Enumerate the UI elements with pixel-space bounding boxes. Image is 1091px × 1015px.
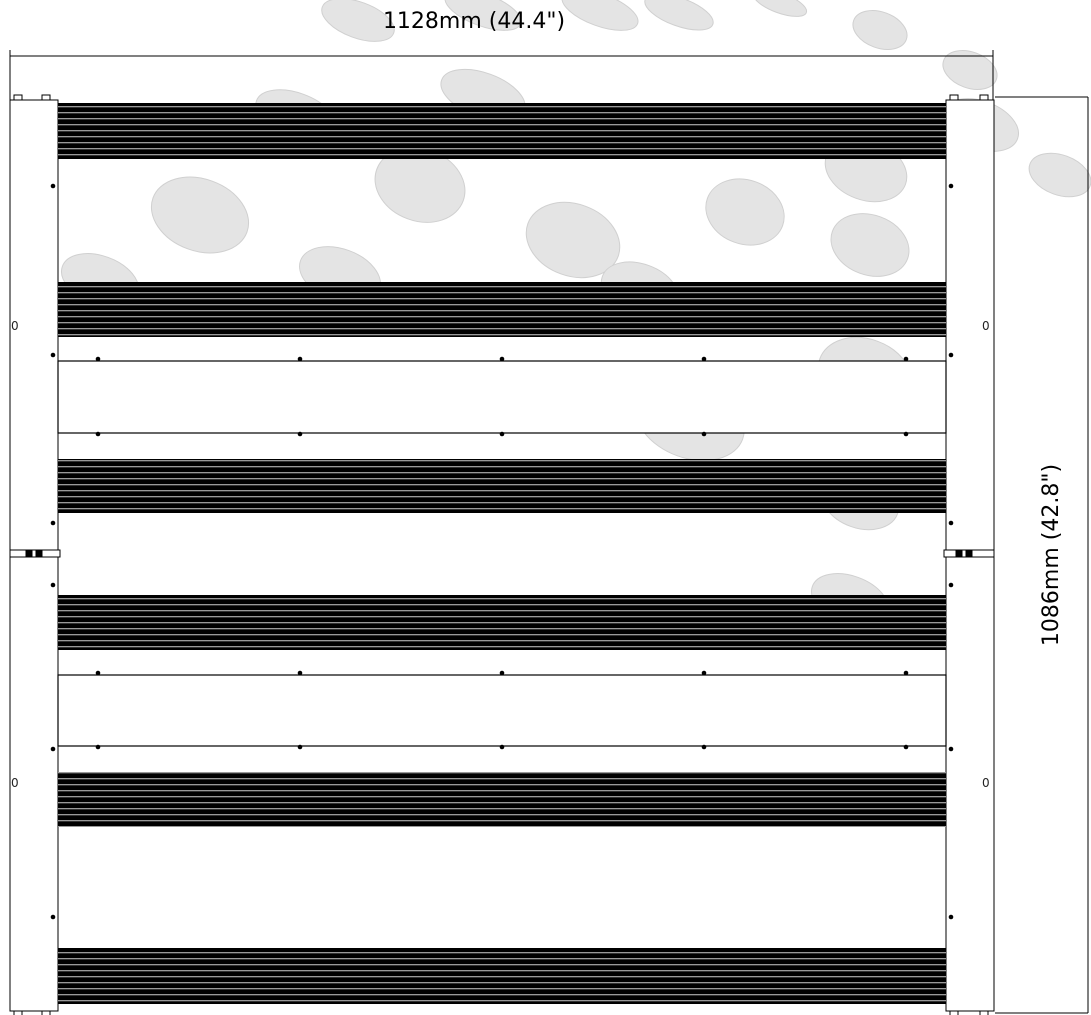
watermark-blob bbox=[150, 176, 250, 254]
mounting-dot bbox=[903, 744, 909, 750]
mounting-dot bbox=[499, 744, 505, 750]
watermark-blob bbox=[321, 0, 395, 42]
mounting-dot bbox=[903, 670, 909, 676]
mounting-dot bbox=[297, 744, 303, 750]
mounting-dot bbox=[50, 746, 56, 752]
mounting-dot bbox=[95, 744, 101, 750]
watermark-blob bbox=[644, 0, 714, 31]
mounting-dot bbox=[701, 744, 707, 750]
watermark-blob bbox=[942, 50, 998, 90]
watermark-blob bbox=[444, 0, 522, 31]
mounting-dot bbox=[50, 914, 56, 920]
left-frame bbox=[9, 94, 61, 1015]
led-bar-5 bbox=[58, 772, 946, 827]
mounting-dot bbox=[499, 670, 505, 676]
width-label: 1128mm (44.4") bbox=[383, 9, 565, 34]
watermark-blob bbox=[525, 201, 621, 279]
mounting-dot bbox=[701, 431, 707, 437]
left-upper-mark: 0 bbox=[11, 319, 19, 333]
mounting-dot bbox=[701, 356, 707, 362]
led-bar-1 bbox=[58, 103, 946, 159]
mounting-dot bbox=[948, 582, 954, 588]
led-bar-6 bbox=[58, 948, 946, 1004]
mounting-dot bbox=[499, 356, 505, 362]
watermark-blob bbox=[1028, 152, 1091, 198]
mounting-dot bbox=[499, 431, 505, 437]
led-bar-2 bbox=[58, 282, 946, 337]
watermark-blob bbox=[561, 0, 639, 31]
watermark-blob bbox=[852, 10, 908, 50]
left-lower-mark: 0 bbox=[11, 776, 19, 790]
mounting-dot bbox=[948, 746, 954, 752]
height-label: 1086mm (42.8") bbox=[1039, 464, 1064, 646]
mounting-dot bbox=[948, 914, 954, 920]
width-dimension bbox=[9, 50, 994, 100]
right-upper-mark: 0 bbox=[982, 319, 990, 333]
mounting-dot bbox=[948, 352, 954, 358]
mounting-dot bbox=[701, 670, 707, 676]
mounting-dot bbox=[50, 352, 56, 358]
led-bar-4 bbox=[58, 595, 946, 650]
mounting-dot bbox=[50, 183, 56, 189]
mounting-dot bbox=[903, 356, 909, 362]
watermark-blob bbox=[752, 0, 808, 17]
mounting-dot bbox=[297, 670, 303, 676]
watermark-blob bbox=[705, 178, 785, 246]
mounting-dot bbox=[948, 183, 954, 189]
mounting-dot bbox=[50, 582, 56, 588]
right-frame bbox=[943, 94, 995, 1015]
driver-box-upper bbox=[57, 360, 947, 434]
driver-box-lower bbox=[57, 674, 947, 747]
led-bar-3 bbox=[58, 459, 946, 513]
mounting-dot bbox=[948, 520, 954, 526]
right-lower-mark: 0 bbox=[982, 776, 990, 790]
mounting-dot bbox=[297, 356, 303, 362]
mounting-dot bbox=[903, 431, 909, 437]
mounting-dot bbox=[95, 670, 101, 676]
mounting-dot bbox=[95, 431, 101, 437]
mounting-dot bbox=[95, 356, 101, 362]
mounting-dot bbox=[50, 520, 56, 526]
height-dimension bbox=[995, 96, 1089, 1014]
mounting-points bbox=[50, 183, 954, 920]
mounting-dot bbox=[297, 431, 303, 437]
watermark-blob bbox=[830, 213, 910, 277]
